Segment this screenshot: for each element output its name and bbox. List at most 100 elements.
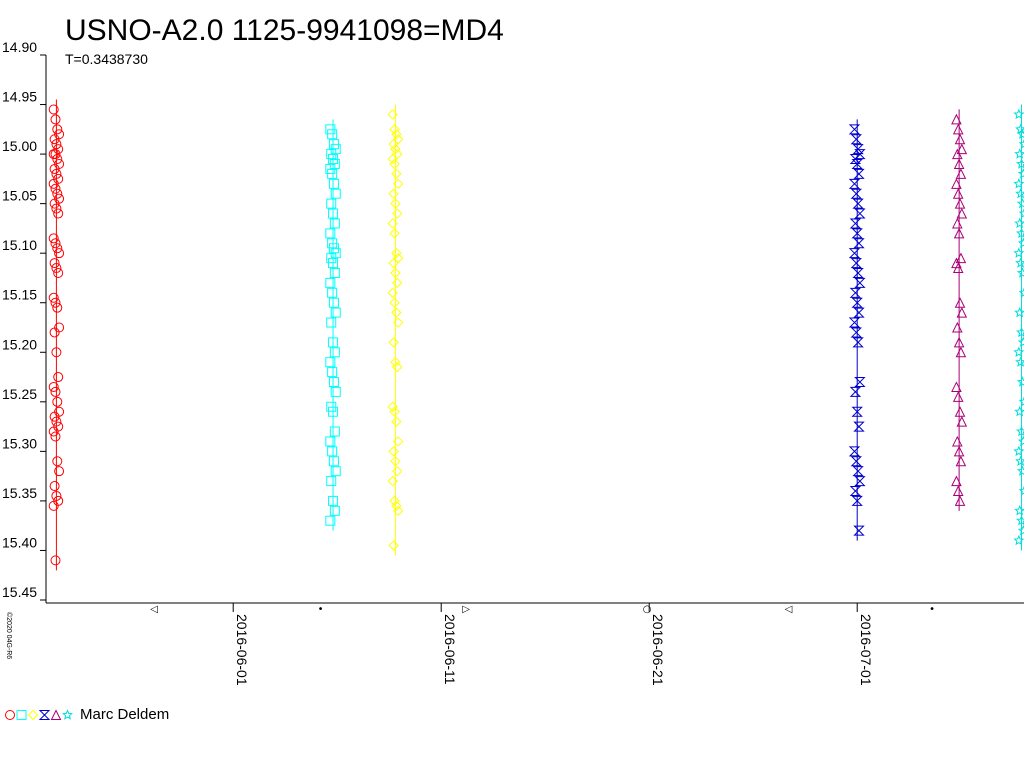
data-point-triangle bbox=[952, 321, 963, 333]
data-point-triangle bbox=[952, 485, 964, 496]
series-group bbox=[951, 109, 968, 511]
data-point-circle bbox=[51, 490, 62, 501]
data-point-triangle bbox=[952, 123, 964, 135]
data-point-square bbox=[328, 297, 339, 308]
data-point-bowtie bbox=[849, 486, 862, 496]
data-point-diamond bbox=[392, 178, 404, 190]
data-point-diamond bbox=[390, 198, 401, 209]
moon-phase-marker: • bbox=[929, 604, 935, 615]
data-point-bowtie bbox=[848, 248, 861, 259]
data-point-bowtie bbox=[850, 258, 863, 269]
data-point-star bbox=[1017, 237, 1024, 248]
data-point-circle bbox=[50, 114, 61, 125]
data-point-square bbox=[328, 208, 339, 219]
data-point-star bbox=[1013, 346, 1024, 357]
series-group bbox=[325, 119, 341, 531]
legend-symbol bbox=[50, 709, 62, 720]
data-point-circle bbox=[49, 134, 60, 145]
data-point-triangle bbox=[951, 113, 962, 125]
data-point-triangle bbox=[955, 346, 967, 358]
y-axis-ticks: 14.90 14.95 15.00 15.05 15.10 15.15 15.20 15.25… bbox=[2, 39, 46, 601]
data-point-star bbox=[1016, 128, 1024, 139]
data-point-triangle bbox=[956, 416, 968, 427]
data-point-circle bbox=[50, 431, 61, 442]
data-point-star bbox=[1018, 396, 1024, 407]
data-point-diamond bbox=[392, 465, 403, 477]
data-point-diamond bbox=[392, 361, 403, 373]
data-point-square bbox=[327, 129, 338, 140]
data-point-bowtie bbox=[848, 317, 861, 328]
data-point-circle bbox=[51, 168, 62, 179]
data-point-diamond bbox=[388, 446, 399, 457]
data-point-circle bbox=[48, 292, 59, 303]
data-point-triangle bbox=[952, 391, 964, 402]
x-tick-label: 2016-06-01 bbox=[234, 614, 250, 686]
data-point-star bbox=[1018, 208, 1024, 219]
data-point-triangle bbox=[955, 252, 967, 264]
y-tick-label: 15.00 bbox=[2, 138, 37, 154]
data-point-triangle bbox=[954, 133, 966, 145]
data-point-circle bbox=[52, 302, 63, 313]
chart-subtitle: T=0.3438730 bbox=[65, 51, 148, 67]
data-point-diamond bbox=[387, 153, 398, 165]
x-tick-label: 2016-06-11 bbox=[442, 614, 458, 685]
data-point-square bbox=[325, 277, 336, 288]
data-point-star bbox=[1013, 247, 1024, 258]
legend-symbols bbox=[5, 709, 74, 721]
data-point-square bbox=[329, 347, 340, 358]
data-point-diamond bbox=[392, 277, 403, 289]
data-point-bowtie bbox=[848, 178, 861, 189]
data-point-bowtie bbox=[851, 297, 863, 308]
x-axis-ticks: 2016-06-01 2016-06-11 2016-06-21 2016-07-01 bbox=[232, 603, 874, 686]
data-point-circle bbox=[51, 347, 62, 358]
data-point-circle bbox=[52, 456, 63, 467]
data-point-diamond bbox=[388, 337, 399, 348]
data-point-star bbox=[1015, 455, 1024, 466]
data-point-square bbox=[329, 218, 340, 229]
data-point-bowtie bbox=[848, 124, 861, 135]
data-point-diamond bbox=[387, 287, 398, 299]
data-point-circle bbox=[52, 154, 63, 165]
data-point-triangle bbox=[952, 435, 963, 447]
data-point-circle bbox=[54, 466, 65, 477]
data-point-square bbox=[328, 178, 339, 189]
data-point-square bbox=[330, 307, 341, 318]
data-point-circle bbox=[49, 481, 60, 492]
copyright-text: ©2020 04G-R6 bbox=[5, 612, 13, 659]
data-point-diamond bbox=[391, 168, 402, 180]
data-point-square bbox=[329, 268, 340, 278]
data-point-bowtie bbox=[853, 238, 865, 249]
data-point-diamond bbox=[389, 124, 400, 135]
data-point-circle bbox=[49, 258, 60, 269]
moon-phase-marker: ▷ bbox=[462, 604, 470, 615]
data-point-square bbox=[330, 466, 341, 477]
data-point-diamond bbox=[389, 228, 400, 239]
data-point-star bbox=[1015, 257, 1024, 268]
data-point-star bbox=[1016, 326, 1024, 338]
data-point-diamond bbox=[390, 356, 401, 368]
data-point-square bbox=[330, 188, 341, 199]
data-point-star bbox=[1017, 435, 1024, 447]
data-point-square bbox=[326, 476, 337, 487]
data-point-bowtie bbox=[852, 466, 864, 477]
data-point-triangle bbox=[953, 445, 965, 457]
y-tick-label: 15.40 bbox=[2, 534, 37, 550]
data-point-square bbox=[328, 406, 339, 417]
data-point-diamond bbox=[392, 148, 403, 160]
data-point-star bbox=[1016, 514, 1024, 526]
data-point-star bbox=[1016, 227, 1024, 239]
y-tick-label: 15.30 bbox=[2, 435, 37, 451]
data-point-triangle bbox=[952, 262, 964, 274]
data-point-circle bbox=[50, 149, 61, 160]
data-point-diamond bbox=[392, 317, 404, 328]
data-point-square bbox=[326, 317, 337, 328]
data-point-triangle bbox=[954, 495, 966, 506]
data-point-circle bbox=[52, 124, 63, 135]
y-tick-label: 14.95 bbox=[2, 89, 37, 105]
data-point-circle bbox=[48, 233, 59, 244]
data-point-bowtie bbox=[854, 208, 866, 219]
data-point-star bbox=[1015, 187, 1024, 199]
data-point-triangle bbox=[956, 207, 968, 219]
data-point-circle bbox=[49, 327, 60, 338]
y-tick-label: 15.20 bbox=[2, 336, 37, 352]
